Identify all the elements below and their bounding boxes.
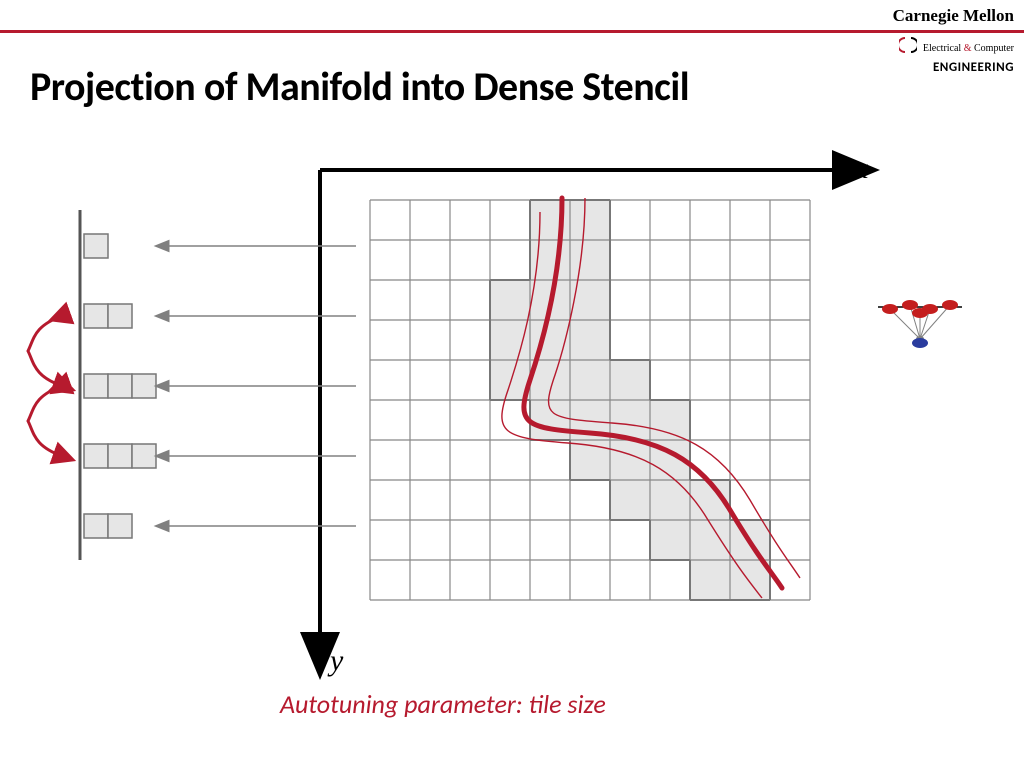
curly-arrows [28, 316, 62, 456]
sidebar-projection [80, 210, 156, 560]
dept-line1-amp: & [964, 43, 972, 54]
dept-line2: ENGINEERING [933, 60, 1014, 75]
university-name: Carnegie Mellon [893, 6, 1014, 26]
diagram-svg: x y [0, 150, 1024, 710]
dept-line1-pre: Electrical [923, 43, 964, 54]
header-rule [0, 30, 1024, 33]
dept-line1-post: Computer [972, 43, 1015, 54]
slide-title: Projection of Manifold into Dense Stenci… [30, 62, 689, 111]
y-axis-label: y [327, 644, 344, 677]
stencil-icon [878, 300, 962, 348]
x-axis-label: x [854, 152, 869, 185]
leader-arrows [168, 246, 356, 526]
ece-logo-icon [899, 36, 917, 59]
department-brand: Electrical & Computer ENGINEERING [899, 36, 1014, 76]
